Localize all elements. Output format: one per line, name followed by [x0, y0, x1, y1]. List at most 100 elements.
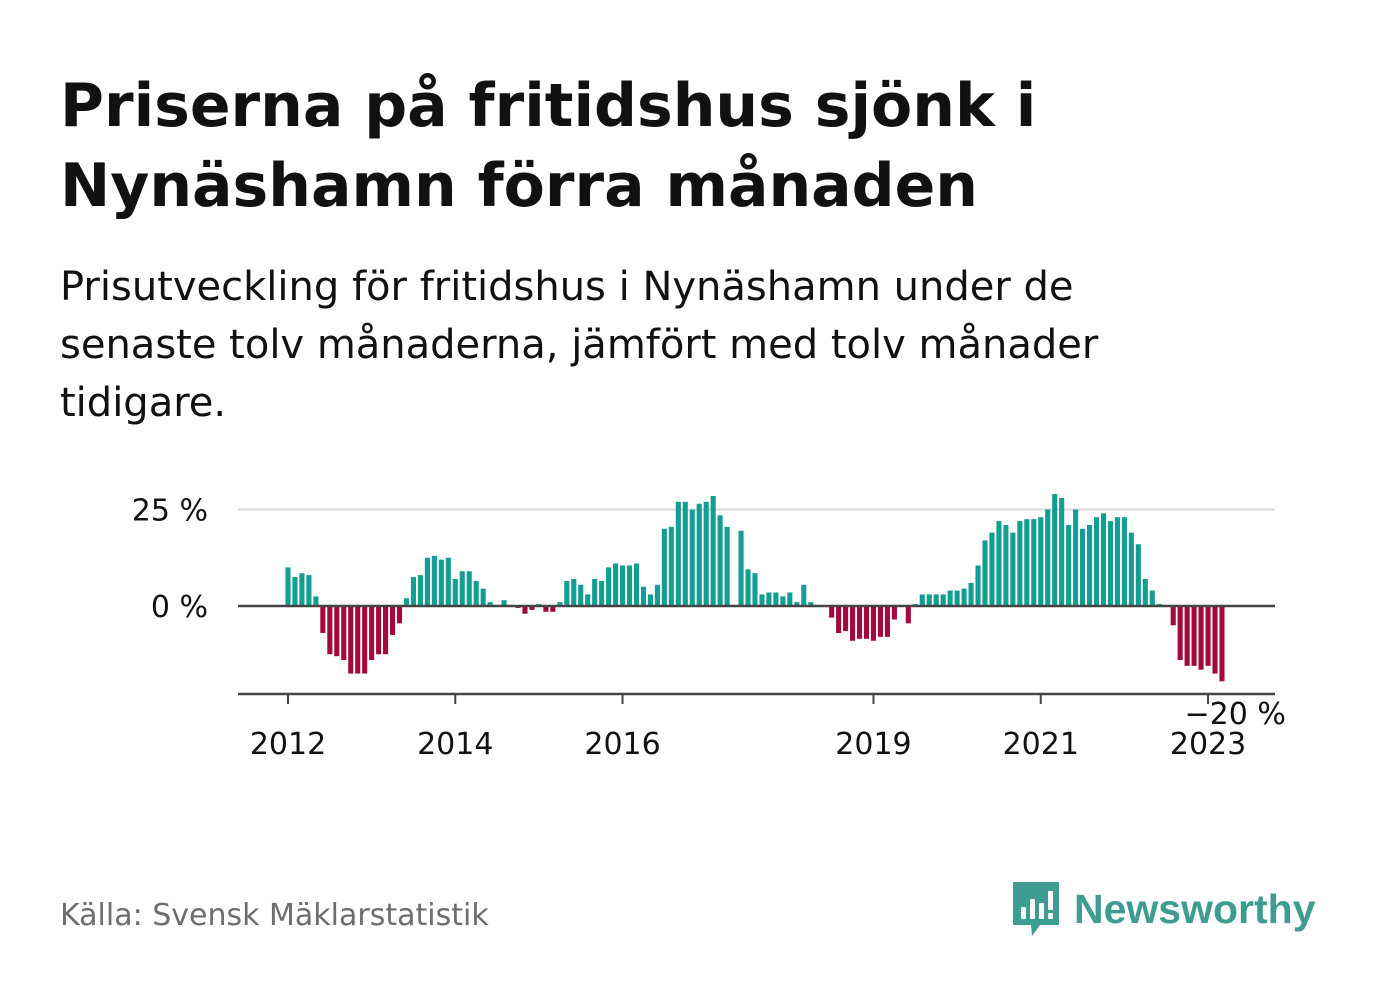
bar [327, 606, 333, 655]
bar [919, 594, 925, 606]
tick-labels: 0 %25 %2012 2014 2016 2019 2021 2023−20 %−20 … [132, 494, 1289, 763]
bar [633, 563, 640, 606]
bar [592, 578, 598, 606]
bar [362, 606, 368, 674]
bar [341, 606, 347, 661]
bar [424, 557, 430, 606]
source-note: Källa: Svensk Mäklarstatistik [60, 898, 489, 933]
bar [1135, 544, 1141, 606]
bar [299, 573, 305, 606]
bar [626, 565, 633, 606]
bar [877, 606, 883, 637]
x-tick-label: 2014 [417, 727, 493, 762]
bar [557, 602, 563, 606]
bar [863, 606, 870, 639]
bar [710, 495, 716, 606]
bar [829, 606, 835, 618]
bar [1142, 578, 1148, 606]
bar [1205, 606, 1211, 666]
x-tick-label: 2019 [835, 727, 911, 762]
bar [1212, 606, 1218, 674]
bar [355, 606, 361, 674]
bar [975, 565, 981, 606]
bar [320, 606, 326, 634]
bar [466, 571, 472, 606]
bar [940, 594, 946, 606]
bar [836, 606, 842, 634]
bar [613, 563, 619, 606]
bar [1066, 524, 1072, 606]
bar [313, 596, 319, 606]
bar [396, 606, 403, 624]
bar [870, 606, 877, 641]
bar [926, 594, 932, 606]
bar [1038, 517, 1044, 606]
bar [794, 602, 800, 606]
bar [1073, 509, 1079, 606]
bar [933, 594, 939, 606]
bar [947, 590, 953, 606]
bar [675, 501, 681, 606]
x-tick-label: 2012 [250, 727, 326, 762]
bar [808, 602, 814, 606]
bar [1128, 532, 1134, 606]
bar [745, 569, 751, 606]
y-tick-label: 25 % [132, 494, 208, 529]
bar [703, 501, 709, 606]
x-tick-label: 2021 [1003, 727, 1079, 762]
bar [550, 606, 556, 612]
bar [390, 606, 396, 635]
bar [752, 573, 758, 606]
bar [1052, 494, 1058, 606]
bar [850, 606, 856, 641]
bar [1219, 606, 1225, 682]
bar [1184, 606, 1190, 666]
bar [647, 594, 653, 606]
bar [787, 592, 793, 606]
bar [1100, 513, 1107, 606]
value-annotation-halo: −20 % [1185, 697, 1286, 732]
bar [961, 588, 967, 606]
bar [1114, 517, 1120, 606]
bar [738, 530, 744, 606]
bar [1149, 590, 1155, 606]
bar [773, 592, 779, 606]
bar [620, 565, 626, 606]
bar [640, 586, 647, 606]
bar [759, 594, 765, 606]
bar [1087, 524, 1093, 606]
bar [654, 584, 660, 606]
bar [668, 526, 674, 606]
y-tick-label: 0 % [151, 590, 208, 625]
bar [348, 606, 354, 674]
bar [445, 557, 451, 606]
bar [682, 501, 688, 606]
bar [376, 606, 382, 655]
value-annotation: −20 % [1185, 697, 1286, 732]
bar [968, 582, 974, 606]
bar [1170, 606, 1176, 626]
bar [334, 606, 340, 657]
bar [724, 526, 730, 606]
bar [717, 515, 723, 606]
bar [599, 580, 605, 606]
bar [383, 606, 389, 655]
bar [1177, 606, 1183, 661]
bar [1198, 606, 1204, 670]
axes [238, 604, 1275, 704]
brand-logo: Newsworthy [1010, 878, 1316, 940]
bar [452, 578, 458, 606]
bar [431, 555, 437, 606]
bar [696, 503, 702, 606]
bar [856, 606, 863, 639]
bar [891, 606, 897, 620]
bar [480, 588, 486, 606]
bar [1107, 521, 1114, 606]
bar [459, 571, 465, 606]
bar [306, 575, 312, 606]
chart-title: Priserna på fritidshus sjönk i Nynäshamn… [60, 71, 1037, 221]
bars [285, 494, 1225, 682]
bar [417, 575, 423, 606]
bar [543, 606, 549, 612]
bar [1080, 528, 1086, 606]
